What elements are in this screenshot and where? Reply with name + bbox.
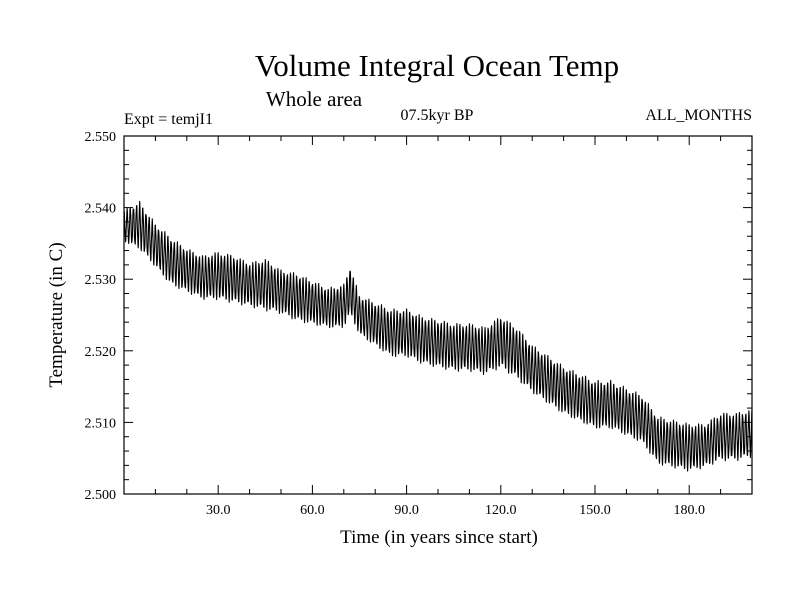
x-tick-label: 120.0 [485, 503, 517, 518]
plot-area: 30.0 60.0 90.0 120.0 150.0 180.0 2.500 2.510 2.5… [85, 130, 753, 518]
y-axis-label: Temperature (in C) [46, 242, 67, 387]
y-tick-label: 2.520 [85, 345, 117, 360]
period-label: 07.5kyr BP [401, 107, 474, 124]
x-axis-label: Time (in years since start) [340, 527, 538, 548]
chart-subtitle: Whole area [266, 87, 363, 111]
experiment-label: Expt = temjI1 [124, 111, 213, 128]
x-tick-label: 30.0 [206, 503, 231, 518]
plot-frame [123, 135, 753, 495]
x-tick-label: 90.0 [394, 503, 419, 518]
y-tick-label: 2.550 [85, 130, 117, 145]
y-tick-label: 2.530 [85, 273, 117, 288]
x-tick-label: 150.0 [579, 503, 611, 518]
chart-title: Volume Integral Ocean Temp [255, 48, 619, 83]
y-tick-label: 2.510 [85, 416, 117, 431]
y-tick-label: 2.500 [85, 488, 117, 503]
x-tick-label: 60.0 [300, 503, 325, 518]
series-line [123, 200, 753, 472]
y-tick-label: 2.540 [85, 202, 117, 217]
x-tick-label: 180.0 [673, 503, 705, 518]
months-label: ALL_MONTHS [645, 107, 752, 124]
